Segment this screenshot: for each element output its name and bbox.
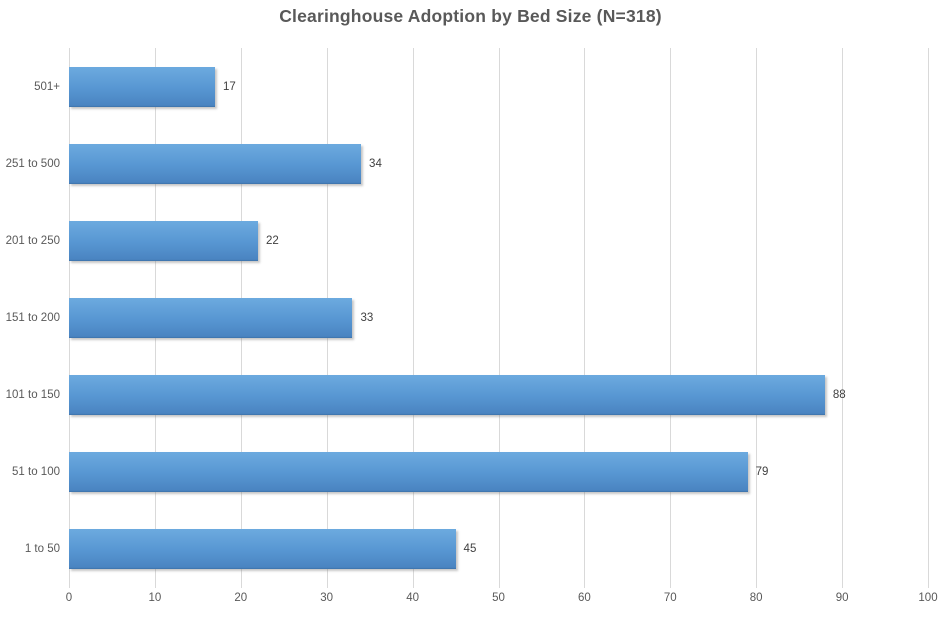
gridline — [928, 48, 929, 588]
gridline — [670, 48, 672, 588]
gridline — [412, 48, 414, 588]
gridline — [756, 48, 758, 588]
plot-area: 17 34 22 33 88 79 45 — [69, 48, 929, 588]
category-label: 101 to 150 — [5, 389, 60, 402]
category-label: 251 to 500 — [5, 157, 60, 170]
x-tick-label: 70 — [663, 592, 677, 604]
bar — [69, 297, 353, 338]
bar-row: 22 — [69, 202, 928, 279]
x-tick-label: 20 — [234, 592, 248, 604]
gridline — [842, 48, 844, 588]
bar-row: 34 — [69, 125, 928, 202]
category-label: 51 to 100 — [12, 466, 60, 479]
value-label: 22 — [265, 234, 279, 247]
bar-rows: 17 34 22 33 88 79 45 — [69, 48, 928, 588]
category-label: 501+ — [34, 80, 60, 93]
bar — [69, 529, 456, 570]
category-label: 151 to 200 — [5, 311, 60, 324]
y-axis-category-labels: 501+ 251 to 500 201 to 250 151 to 200 101 to… — [0, 48, 60, 588]
x-tick-label: 50 — [492, 592, 505, 604]
gridline — [498, 48, 500, 588]
bar-row: 45 — [69, 511, 928, 588]
x-tick-label: 10 — [148, 592, 162, 604]
bar — [69, 143, 362, 184]
value-label: 17 — [223, 80, 236, 93]
value-label: 34 — [369, 157, 382, 170]
x-tick-label: 60 — [577, 592, 591, 604]
bar-row: 17 — [69, 48, 928, 125]
value-label: 88 — [832, 389, 846, 402]
value-label: 33 — [360, 311, 374, 324]
x-tick-label: 100 — [918, 592, 938, 604]
x-tick-label: 0 — [65, 592, 73, 604]
x-tick-label: 40 — [406, 592, 419, 604]
value-label: 79 — [755, 466, 769, 479]
bar-row: 79 — [69, 434, 928, 511]
bar-row: 33 — [69, 279, 928, 356]
x-tick-label: 90 — [835, 592, 849, 604]
bar — [69, 375, 825, 416]
category-label: 201 to 250 — [5, 234, 60, 247]
bar — [69, 66, 216, 107]
x-axis: 0 10 20 30 40 50 60 70 80 90 100 — [65, 592, 938, 612]
bar-row: 88 — [69, 357, 928, 434]
x-tick-label: 80 — [749, 592, 763, 604]
bar — [69, 220, 258, 261]
gridline — [584, 48, 586, 588]
bar — [69, 452, 748, 493]
x-tick-label: 30 — [320, 592, 334, 604]
category-label: 1 to 50 — [24, 543, 60, 556]
value-label: 45 — [463, 543, 477, 556]
chart-title: Clearinghouse Adoption by Bed Size (N=31… — [279, 6, 662, 26]
